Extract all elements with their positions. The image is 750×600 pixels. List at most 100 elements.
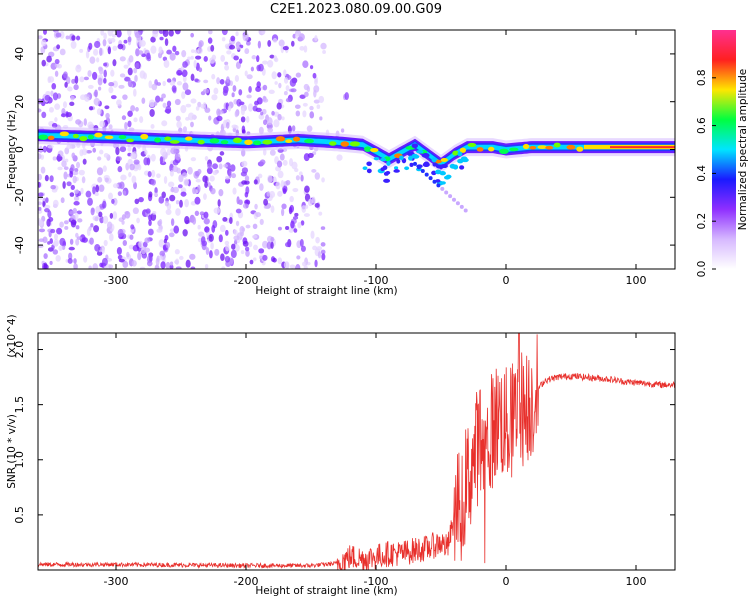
noise-speck <box>282 46 289 51</box>
noise-speck <box>169 52 176 61</box>
noise-speck <box>127 146 132 152</box>
ridge-fragment <box>459 165 465 170</box>
noise-speck <box>177 184 183 189</box>
noise-speck <box>166 100 172 107</box>
noise-speck <box>169 261 174 266</box>
noise-speck <box>123 39 128 44</box>
noise-speck <box>150 153 156 162</box>
noise-speck <box>63 171 68 180</box>
noise-speck <box>272 37 278 43</box>
noise-speck <box>135 62 140 69</box>
colorbar-tick-label: 0.0 <box>696 261 708 278</box>
noise-speck <box>128 171 132 178</box>
noise-speck <box>115 156 122 162</box>
y-tick-label: 1.0 <box>13 451 26 469</box>
noise-speck <box>88 42 93 50</box>
noise-speck <box>76 64 81 69</box>
ridge-blob <box>304 138 314 144</box>
noise-speck <box>225 175 230 180</box>
x-axis-label: Height of straight line (km) <box>255 585 397 597</box>
noise-speck <box>142 241 148 248</box>
noise-speck <box>310 230 315 239</box>
noise-speck <box>61 244 66 251</box>
noise-speck <box>111 33 117 38</box>
ridge-blob <box>79 135 88 142</box>
noise-speck <box>75 238 80 246</box>
noise-speck <box>59 48 66 56</box>
noise-speck <box>59 31 65 39</box>
noise-speck <box>166 49 172 55</box>
noise-speck <box>253 244 258 251</box>
noise-speck <box>72 171 79 176</box>
noise-speck <box>126 251 130 258</box>
noise-speck <box>129 234 134 240</box>
noise-speck <box>297 221 302 229</box>
ridge-fragment <box>373 157 380 161</box>
tail-speck <box>459 204 464 209</box>
noise-speck <box>141 97 146 104</box>
ridge-blob <box>566 144 576 150</box>
ridge-fragment <box>396 159 401 164</box>
noise-speck <box>119 73 126 78</box>
noise-speck <box>69 170 74 178</box>
noise-speck <box>271 71 277 80</box>
noise-speck <box>257 40 262 49</box>
noise-speck <box>194 210 200 216</box>
noise-speck <box>147 170 152 178</box>
noise-speck <box>321 253 326 261</box>
noise-speck <box>107 46 112 55</box>
noise-speck <box>184 198 189 208</box>
noise-speck <box>50 228 56 234</box>
noise-speck <box>240 171 247 177</box>
noise-speck <box>161 120 168 127</box>
noise-speck <box>219 224 226 233</box>
noise-speck <box>38 192 44 197</box>
noise-speck <box>172 186 180 194</box>
noise-speck <box>193 59 197 69</box>
noise-speck <box>108 82 115 87</box>
noise-speck <box>179 199 183 208</box>
noise-speck <box>149 108 155 117</box>
noise-speck <box>104 177 109 183</box>
noise-speck <box>52 92 59 101</box>
noise-speck <box>130 105 136 112</box>
noise-speck <box>94 216 99 222</box>
noise-speck <box>294 167 299 173</box>
noise-speck <box>211 94 218 101</box>
noise-speck <box>121 115 127 121</box>
noise-speck <box>150 45 157 54</box>
noise-speck <box>314 35 318 42</box>
noise-speck <box>115 146 120 156</box>
noise-speck <box>105 112 110 119</box>
noise-speck <box>52 156 57 161</box>
noise-speck <box>234 110 239 118</box>
noise-speck <box>64 147 70 155</box>
noise-speck <box>198 42 202 49</box>
noise-speck <box>319 116 323 121</box>
tail-speck <box>424 172 429 177</box>
noise-speck <box>245 249 250 257</box>
noise-speck <box>231 92 235 98</box>
ridge-blob <box>209 138 220 144</box>
ridge-blob <box>220 140 229 145</box>
noise-speck <box>161 93 166 99</box>
noise-speck <box>293 228 298 233</box>
colorbar-strip <box>712 30 736 269</box>
noise-speck <box>255 107 262 113</box>
noise-speck <box>112 80 118 88</box>
noise-speck <box>252 223 258 230</box>
noise-speck <box>168 181 175 188</box>
ridge-blob <box>349 141 360 147</box>
noise-speck <box>130 224 135 230</box>
noise-speck <box>175 115 181 122</box>
noise-speck <box>251 234 258 239</box>
noise-speck <box>221 266 226 269</box>
noise-speck <box>133 181 138 190</box>
noise-speck <box>211 224 216 233</box>
noise-speck <box>70 219 77 228</box>
noise-speck <box>277 257 283 265</box>
noise-speck <box>58 245 63 251</box>
noise-speck <box>225 121 230 129</box>
